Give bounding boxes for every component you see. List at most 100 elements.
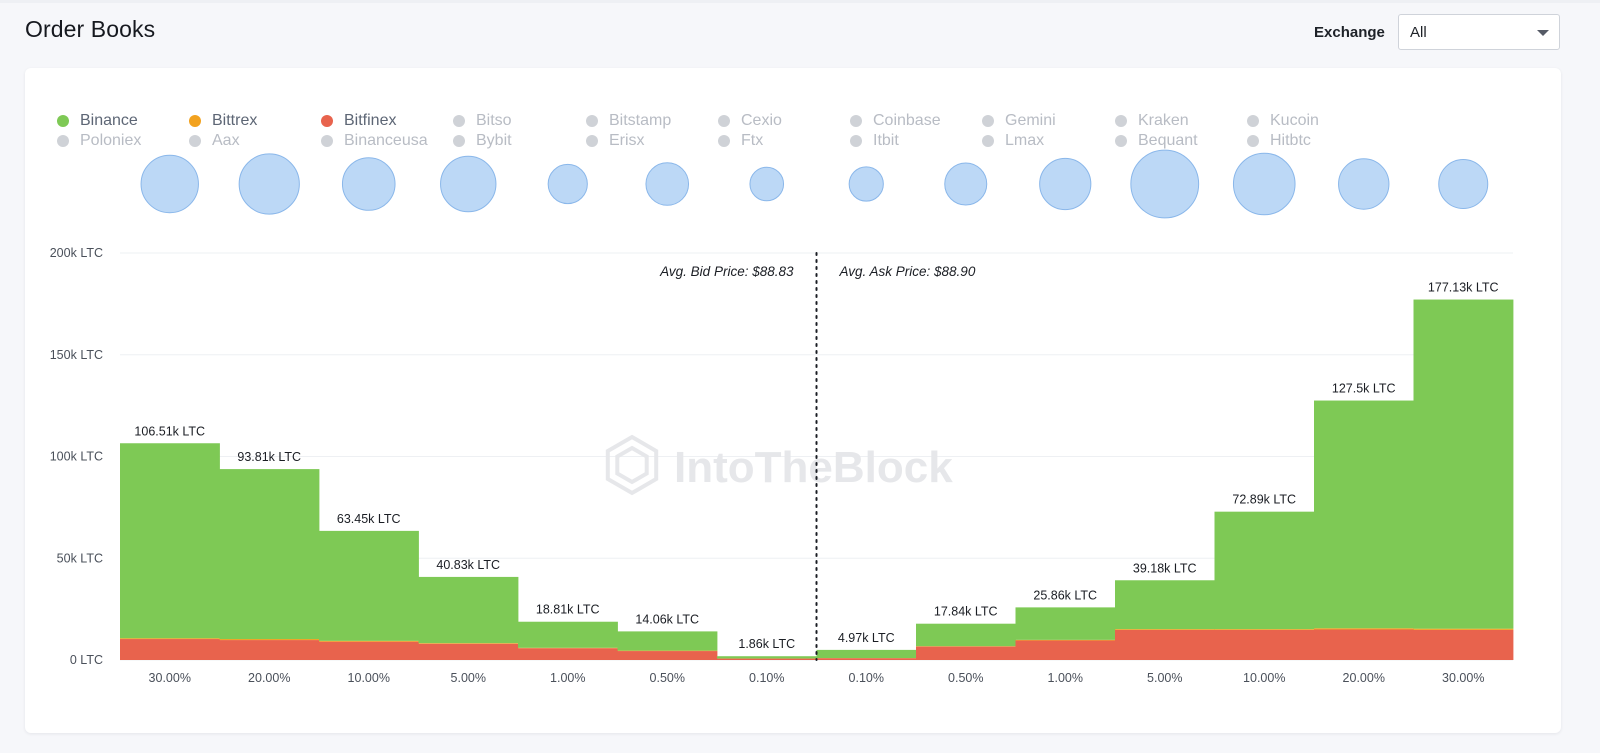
legend-dot-icon xyxy=(321,115,333,127)
legend-item-cexio[interactable]: Cexio xyxy=(718,112,782,130)
y-tick-label: 200k LTC xyxy=(50,246,103,260)
watermark-logo xyxy=(605,434,659,496)
depth-bubble xyxy=(1130,149,1200,219)
depth-bubble xyxy=(1338,158,1390,210)
legend-dot-icon xyxy=(1247,135,1259,147)
bar-segment-bittrex xyxy=(1115,629,1215,630)
bar-segment-bitfinex xyxy=(319,641,419,660)
legend-item-bequant[interactable]: Bequant xyxy=(1115,132,1198,150)
bar-segment-bittrex xyxy=(1015,639,1116,641)
legend-item-erisx[interactable]: Erisx xyxy=(586,132,645,150)
bar-segment-binance xyxy=(717,656,817,659)
x-tick-label: 1.00% xyxy=(550,671,585,685)
legend-item-poloniex[interactable]: Poloniex xyxy=(57,132,141,150)
order-book-card: Binance Bittrex Bitfinex Bitso Bitstamp Cexio… xyxy=(25,68,1561,733)
legend-item-lmax[interactable]: Lmax xyxy=(982,132,1044,150)
legend-dot-icon xyxy=(982,135,994,147)
watermark-text: IntoTheBlock xyxy=(674,443,953,492)
depth-bubble xyxy=(1438,159,1489,209)
depth-bubble xyxy=(238,153,300,215)
chevron-down-icon xyxy=(1537,30,1549,36)
legend-item-aax[interactable]: Aax xyxy=(189,132,240,150)
bar-segment-bittrex xyxy=(1413,628,1514,630)
bar-segment-bittrex xyxy=(120,638,220,640)
bar-segment-bitfinex xyxy=(1214,629,1315,660)
bar-segment-bittrex xyxy=(319,640,419,642)
legend-label: Lmax xyxy=(1005,132,1045,149)
legend-item-bittrex[interactable]: Bittrex xyxy=(189,112,257,130)
legend-label: Aax xyxy=(212,132,240,149)
x-tick-label: 0.10% xyxy=(749,671,784,685)
x-tick-label: 30.00% xyxy=(149,671,191,685)
depth-bubble xyxy=(341,157,396,211)
exchange-label: Exchange xyxy=(1314,24,1385,41)
legend-item-kucoin[interactable]: Kucoin xyxy=(1247,112,1319,130)
legend-dot-icon xyxy=(453,115,465,127)
legend-dot-icon xyxy=(57,115,69,127)
bar-data-label: 127.5k LTC xyxy=(1332,382,1396,396)
legend-label: Ftx xyxy=(741,132,764,149)
legend-label: Binance xyxy=(80,112,138,129)
bar-data-label: 1.86k LTC xyxy=(738,637,795,651)
bar-segment-binance xyxy=(1115,580,1215,630)
bar-data-label: 72.89k LTC xyxy=(1232,493,1296,507)
legend-item-ftx[interactable]: Ftx xyxy=(718,132,763,150)
avg-ask-price: Avg. Ask Price: $88.90 xyxy=(839,264,976,279)
legend-item-coinbase[interactable]: Coinbase xyxy=(850,112,941,130)
legend-item-hitbtc[interactable]: Hitbtc xyxy=(1247,132,1311,150)
legend-label: Hitbtc xyxy=(1270,132,1311,149)
bar-segment-bitfinex xyxy=(1413,629,1514,660)
legend-item-bybit[interactable]: Bybit xyxy=(453,132,512,150)
legend-label: Gemini xyxy=(1005,112,1056,129)
bar-segment-bitfinex xyxy=(1015,640,1116,660)
order-book-chart: 0 LTC 50k LTC 100k LTC 150k LTC 200k LTC Into… xyxy=(50,149,1514,685)
exchange-select-value: All xyxy=(1410,24,1427,41)
legend-dot-icon xyxy=(850,135,862,147)
bar-data-label: 17.84k LTC xyxy=(934,605,998,619)
x-tick-label: 5.00% xyxy=(1147,671,1182,685)
legend-item-bitfinex[interactable]: Bitfinex xyxy=(321,112,396,130)
x-tick-label: 0.10% xyxy=(849,671,884,685)
depth-bubble xyxy=(848,166,884,202)
bar-data-label: 39.18k LTC xyxy=(1133,561,1197,575)
legend-dot-icon xyxy=(850,115,862,127)
exchange-select[interactable]: All xyxy=(1398,14,1560,50)
bar-data-label: 93.81k LTC xyxy=(237,450,301,464)
x-tick-label: 30.00% xyxy=(1442,671,1484,685)
bar-segment-binance xyxy=(120,443,220,639)
top-strip xyxy=(0,0,1600,3)
bar-data-label: 4.97k LTC xyxy=(838,631,895,645)
bar-data-label: 14.06k LTC xyxy=(635,612,699,626)
legend-label: Bitfinex xyxy=(344,112,397,129)
legend-label: Poloniex xyxy=(80,132,142,149)
y-tick-label: 150k LTC xyxy=(50,348,103,362)
legend-dot-icon xyxy=(1115,135,1127,147)
bar-segment-bitfinex xyxy=(816,658,917,660)
bar-segment-bitfinex xyxy=(1314,629,1414,660)
bar-data-label: 106.51k LTC xyxy=(134,424,205,438)
bar-segment-binance xyxy=(617,631,718,651)
depth-bubble xyxy=(749,166,785,202)
legend-label: Bitso xyxy=(476,112,512,129)
bar-segment-binance xyxy=(816,649,917,659)
legend-label: Coinbase xyxy=(873,112,941,129)
legend-item-kraken[interactable]: Kraken xyxy=(1115,112,1189,130)
legend-item-gemini[interactable]: Gemini xyxy=(982,112,1056,130)
legend-dot-icon xyxy=(586,115,598,127)
bar-segment-bitfinex xyxy=(1115,629,1215,660)
depth-bubble xyxy=(645,162,690,206)
legend-dot-icon xyxy=(718,135,730,147)
bar-segment-binance xyxy=(1413,299,1514,629)
legend-item-binance[interactable]: Binance xyxy=(57,112,138,130)
bar-data-label: 63.45k LTC xyxy=(337,512,401,526)
legend-dot-icon xyxy=(453,135,465,147)
legend-item-bitso[interactable]: Bitso xyxy=(453,112,512,130)
y-tick-label: 0 LTC xyxy=(70,653,103,667)
legend-item-binanceusa[interactable]: Binanceusa xyxy=(321,132,428,150)
legend-dot-icon xyxy=(57,135,69,147)
bar-segment-bittrex xyxy=(1214,629,1315,630)
legend-item-itbit[interactable]: Itbit xyxy=(850,132,899,150)
bar-segment-bitfinex xyxy=(219,640,320,660)
legend-item-bitstamp[interactable]: Bitstamp xyxy=(586,112,671,130)
bar-segment-binance xyxy=(319,530,419,641)
